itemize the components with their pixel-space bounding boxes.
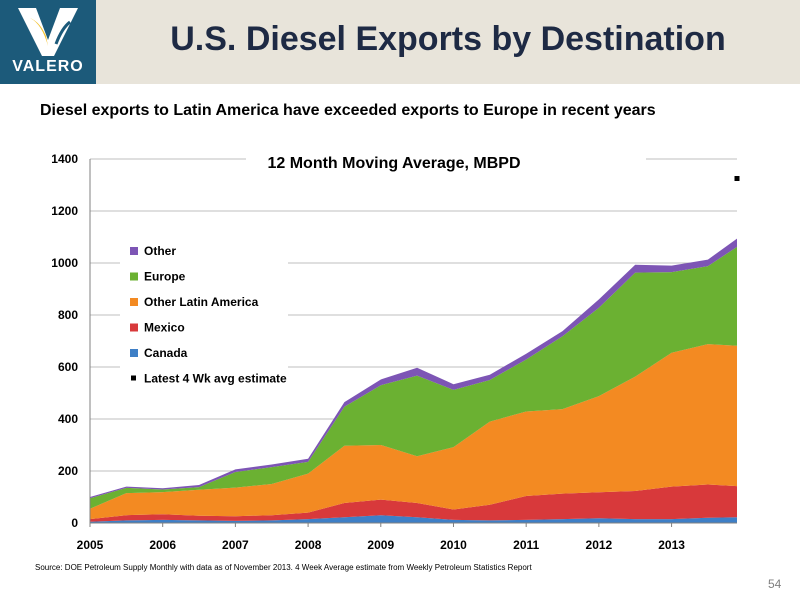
logo-text: VALERO <box>12 58 84 75</box>
x-tick-label: 2006 <box>149 538 176 552</box>
y-tick-label: 0 <box>71 516 78 530</box>
area-canada <box>90 515 737 523</box>
area-europe <box>90 246 737 509</box>
chart-title: 12 Month Moving Average, MBPD <box>267 155 520 172</box>
header-band <box>0 0 800 84</box>
estimate-marker <box>734 176 740 181</box>
slide-subtitle: Diesel exports to Latin America have exc… <box>40 102 656 119</box>
page-title: U.S. Diesel Exports by Destination <box>170 20 726 58</box>
x-tick-label: 2008 <box>295 538 322 552</box>
x-tick-label: 2010 <box>440 538 467 552</box>
legend-label: Mexico <box>144 321 185 335</box>
y-tick-label: 200 <box>58 464 78 478</box>
page-number: 54 <box>768 577 782 591</box>
legend-label: Other Latin America <box>144 295 259 309</box>
x-tick-label: 2013 <box>658 538 685 552</box>
x-tick-label: 2012 <box>586 538 613 552</box>
legend-label: Latest 4 Wk avg estimate <box>144 372 287 386</box>
y-tick-label: 800 <box>58 308 78 322</box>
valero-v-icon <box>18 8 78 56</box>
legend-swatch <box>130 272 138 281</box>
legend-label: Canada <box>144 346 188 360</box>
chart-title-bg <box>246 150 646 174</box>
source-note: Source: DOE Petroleum Supply Monthly wit… <box>35 563 532 572</box>
area-other-latin-america <box>90 344 737 520</box>
legend-bg <box>120 236 288 394</box>
y-tick-label: 400 <box>58 412 78 426</box>
y-tick-label: 1000 <box>51 256 78 270</box>
valero-logo: VALERO <box>0 0 96 84</box>
y-tick-label: 1400 <box>51 152 78 166</box>
legend-swatch <box>130 298 138 306</box>
x-tick-label: 2009 <box>367 538 394 552</box>
legend-label: Europe <box>144 270 186 284</box>
legend-swatch <box>130 247 138 255</box>
x-tick-label: 2011 <box>513 538 539 552</box>
legend-swatch <box>130 349 138 357</box>
x-tick-label: 2005 <box>77 538 104 552</box>
legend-swatch <box>130 323 138 332</box>
x-tick-label: 2007 <box>222 538 249 552</box>
y-tick-label: 1200 <box>51 204 78 218</box>
legend-swatch <box>131 375 136 381</box>
area-mexico <box>90 484 737 522</box>
legend-label: Other <box>144 244 176 258</box>
y-tick-label: 600 <box>58 360 78 374</box>
